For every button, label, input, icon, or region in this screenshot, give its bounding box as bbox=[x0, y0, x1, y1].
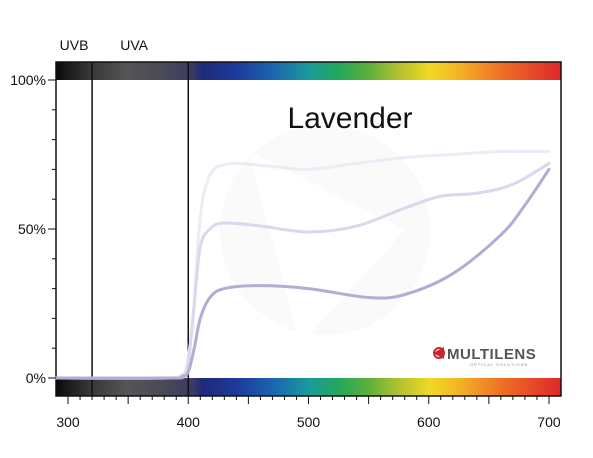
x-tick-label-300: 300 bbox=[56, 414, 80, 430]
band-labels: UVB UVA bbox=[60, 37, 149, 53]
y-tick-label-0: 0% bbox=[26, 370, 46, 386]
spectrum-band-top bbox=[56, 62, 561, 80]
logo-subtext: OPTICAL SOLUTIONS bbox=[470, 362, 528, 367]
x-axis: 300 400 500 600 700 bbox=[56, 396, 561, 430]
x-tick-label-700: 700 bbox=[537, 414, 561, 430]
y-tick-label-50: 50% bbox=[18, 221, 46, 237]
series-layer bbox=[54, 149, 551, 380]
y-axis: 0% 50% 100% bbox=[10, 72, 56, 386]
band-label-0: UVB bbox=[60, 37, 89, 53]
chart-title: Lavender bbox=[287, 102, 412, 135]
logo-text: MULTILENS bbox=[447, 346, 536, 363]
series-line-2 bbox=[54, 167, 551, 380]
multilens-logo: MULTILENS OPTICAL SOLUTIONS bbox=[433, 346, 536, 367]
x-tick-label-600: 600 bbox=[417, 414, 441, 430]
multilens-logo-icon bbox=[433, 347, 445, 359]
y-tick-label-100: 100% bbox=[10, 72, 46, 88]
spectrum-band-bottom bbox=[56, 378, 561, 396]
x-tick-label-400: 400 bbox=[177, 414, 201, 430]
series-line-1 bbox=[54, 161, 551, 380]
x-tick-label-500: 500 bbox=[297, 414, 321, 430]
band-label-1: UVA bbox=[120, 37, 148, 53]
band-dividers bbox=[91, 62, 190, 396]
